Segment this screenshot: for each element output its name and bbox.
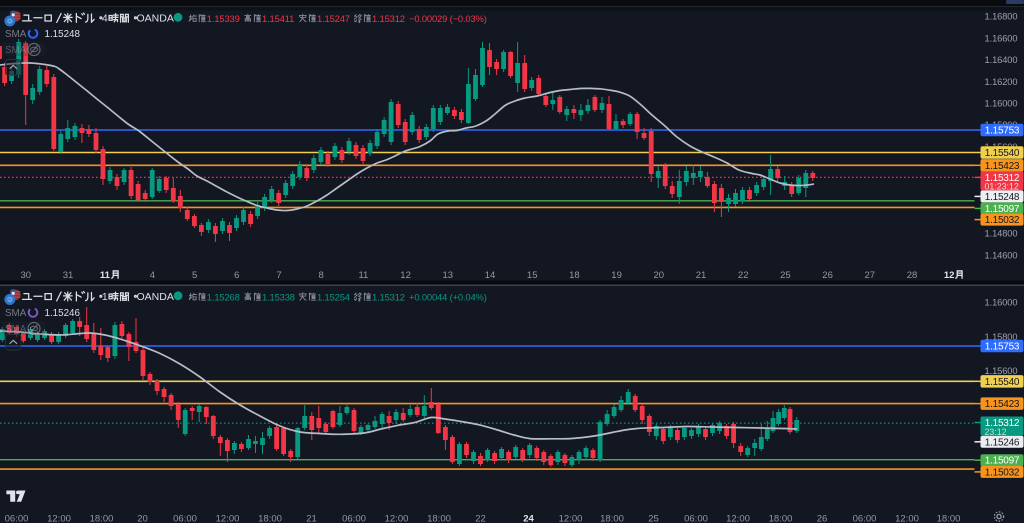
svg-text:1.15312: 1.15312 [372,13,405,24]
svg-text:OANDA: OANDA [137,291,174,303]
svg-text:12:00: 12:00 [47,513,71,523]
svg-text:1.15540: 1.15540 [985,148,1020,159]
svg-text:+0.00044 (+0.04%): +0.00044 (+0.04%) [409,292,487,303]
svg-text:1.16000: 1.16000 [985,297,1018,307]
svg-text:15: 15 [527,270,538,281]
svg-text:1.15753: 1.15753 [985,126,1020,137]
svg-text:4: 4 [102,13,108,25]
svg-text:7: 7 [276,270,281,281]
svg-text:20: 20 [654,270,665,281]
svg-text:1.15246: 1.15246 [45,308,81,319]
svg-text:1.15312: 1.15312 [985,173,1020,184]
svg-text:06:00: 06:00 [173,513,197,523]
svg-text:12:00: 12:00 [895,513,919,523]
svg-text:06:00: 06:00 [853,513,877,523]
svg-text:1.15540: 1.15540 [985,377,1020,388]
svg-text:31: 31 [63,270,74,281]
svg-text:1.15032: 1.15032 [985,467,1020,478]
svg-text:18:00: 18:00 [427,513,451,523]
svg-text:SMA: SMA [5,45,27,56]
svg-text:1.15423: 1.15423 [985,161,1020,172]
svg-text:11: 11 [100,270,111,281]
svg-text:19: 19 [611,270,622,281]
svg-text:OANDA: OANDA [137,13,174,25]
svg-text:1.14800: 1.14800 [985,229,1018,239]
svg-text:1.15097: 1.15097 [985,204,1020,215]
svg-text:22: 22 [475,513,486,523]
svg-text:26: 26 [817,513,828,523]
svg-text:1.15032: 1.15032 [985,215,1020,226]
svg-text:28: 28 [907,270,918,281]
svg-text:6: 6 [234,270,239,281]
svg-text:11: 11 [358,270,368,281]
svg-text:12:00: 12:00 [559,513,583,523]
svg-text:1.15600: 1.15600 [985,366,1018,376]
svg-text:12: 12 [944,270,955,281]
svg-text:1.15246: 1.15246 [985,437,1020,448]
svg-text:1.15339: 1.15339 [207,13,240,24]
svg-text:27: 27 [865,270,876,281]
svg-text:SMA: SMA [5,308,27,319]
svg-text:12:00: 12:00 [216,513,240,523]
svg-text:12:00: 12:00 [726,513,750,523]
svg-text:1.15338: 1.15338 [262,292,295,303]
svg-text:−0.00029 (−0.03%): −0.00029 (−0.03%) [409,13,487,24]
svg-text:1.15268: 1.15268 [207,292,240,303]
svg-text:12: 12 [400,270,411,281]
svg-text:25: 25 [780,270,791,281]
svg-text:25: 25 [648,513,659,523]
svg-text:1.16800: 1.16800 [985,12,1018,22]
svg-text:1.15411: 1.15411 [262,13,294,24]
svg-text:12:00: 12:00 [385,513,409,523]
svg-text:18:00: 18:00 [769,513,793,523]
svg-text:22: 22 [738,270,749,281]
svg-text:21: 21 [696,270,707,281]
svg-text:SMA: SMA [5,29,27,40]
svg-text:21: 21 [306,513,317,523]
svg-text:24: 24 [523,513,534,523]
svg-text:8: 8 [319,270,324,281]
svg-text:1.15248: 1.15248 [985,192,1020,203]
svg-text:1.15247: 1.15247 [317,13,350,24]
svg-text:1.15753: 1.15753 [985,342,1020,353]
svg-text:1.15248: 1.15248 [45,29,81,40]
svg-text:1.15800: 1.15800 [985,332,1018,342]
svg-text:1.15423: 1.15423 [985,399,1020,410]
svg-text:1: 1 [102,291,108,303]
svg-text:18:00: 18:00 [937,513,961,523]
svg-text:18:00: 18:00 [600,513,624,523]
svg-text:1.15312: 1.15312 [372,292,405,303]
svg-text:1.16400: 1.16400 [985,55,1018,65]
svg-text:13: 13 [443,270,454,281]
svg-text:1.15097: 1.15097 [985,456,1020,467]
svg-text:4: 4 [150,270,155,281]
svg-text:14: 14 [485,270,496,281]
svg-text:06:00: 06:00 [5,513,29,523]
svg-text:1.16600: 1.16600 [985,33,1018,43]
svg-text:1.15312: 1.15312 [985,418,1020,429]
svg-text:1.16000: 1.16000 [985,99,1018,109]
svg-text:30: 30 [21,270,32,281]
svg-text:20: 20 [137,513,148,523]
svg-text:1.16200: 1.16200 [985,77,1018,87]
svg-text:SMA: SMA [5,324,27,335]
svg-text:06:00: 06:00 [684,513,708,523]
svg-text:18:00: 18:00 [90,513,114,523]
svg-text:23:12: 23:12 [985,427,1007,437]
svg-text:01:23:12: 01:23:12 [985,182,1019,192]
svg-text:06:00: 06:00 [342,513,366,523]
svg-text:1.15254: 1.15254 [317,292,350,303]
svg-text:18:00: 18:00 [258,513,282,523]
svg-text:5: 5 [192,270,197,281]
svg-text:1.14600: 1.14600 [985,250,1018,260]
svg-text:26: 26 [822,270,833,281]
svg-text:18: 18 [569,270,580,281]
